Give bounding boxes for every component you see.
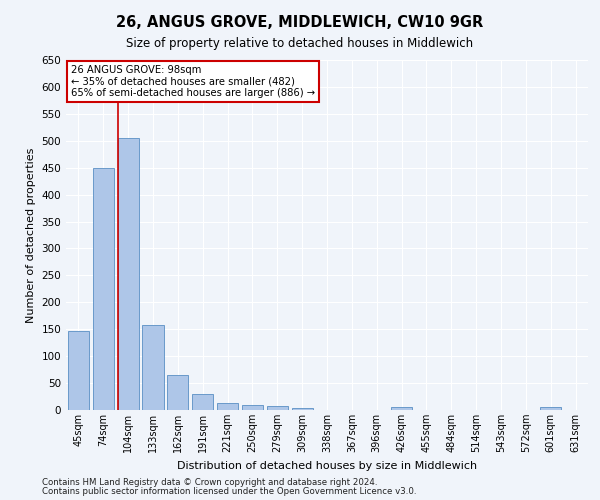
Bar	[391, 408, 412, 410]
Text: Size of property relative to detached houses in Middlewich: Size of property relative to detached ho…	[127, 38, 473, 51]
Bar	[68, 331, 89, 410]
Bar	[267, 406, 288, 410]
Text: Contains public sector information licensed under the Open Government Licence v3: Contains public sector information licen…	[42, 486, 416, 496]
Bar	[142, 325, 164, 410]
Text: 26 ANGUS GROVE: 98sqm
← 35% of detached houses are smaller (482)
65% of semi-det: 26 ANGUS GROVE: 98sqm ← 35% of detached …	[71, 66, 316, 98]
Text: Contains HM Land Registry data © Crown copyright and database right 2024.: Contains HM Land Registry data © Crown c…	[42, 478, 377, 487]
Bar	[540, 408, 561, 410]
Text: 26, ANGUS GROVE, MIDDLEWICH, CW10 9GR: 26, ANGUS GROVE, MIDDLEWICH, CW10 9GR	[116, 15, 484, 30]
Bar	[292, 408, 313, 410]
Bar	[167, 375, 188, 410]
Bar	[192, 394, 213, 410]
Bar	[93, 168, 114, 410]
Bar	[217, 403, 238, 410]
X-axis label: Distribution of detached houses by size in Middlewich: Distribution of detached houses by size …	[177, 460, 477, 470]
Bar	[118, 138, 139, 410]
Y-axis label: Number of detached properties: Number of detached properties	[26, 148, 36, 322]
Bar	[242, 405, 263, 410]
